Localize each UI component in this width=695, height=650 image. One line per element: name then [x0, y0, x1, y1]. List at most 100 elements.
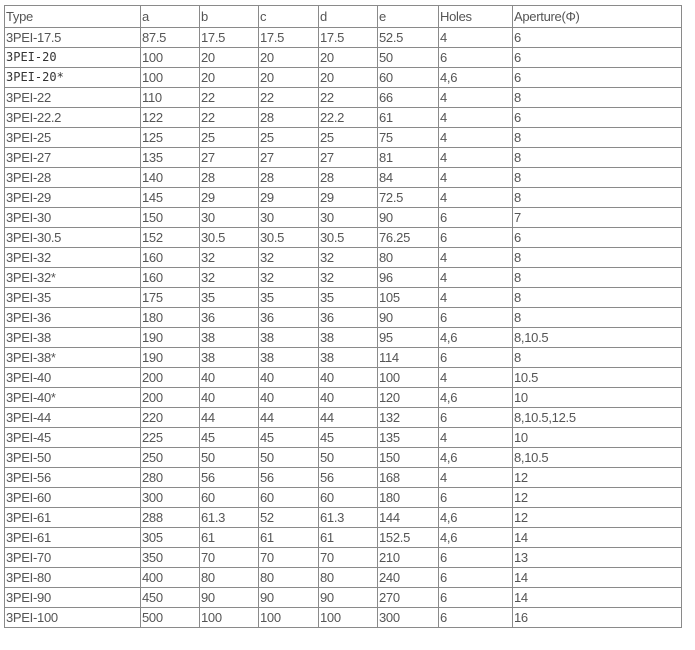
- cell-d: 27: [318, 147, 378, 168]
- cell-holes: 6: [438, 587, 513, 608]
- cell-b: 25: [199, 127, 259, 148]
- cell-a: 125: [140, 127, 200, 148]
- cell-a: 400: [140, 567, 200, 588]
- cell-aperture: 8: [512, 187, 682, 208]
- cell-d: 50: [318, 447, 378, 468]
- cell-e: 72.5: [377, 187, 439, 208]
- table-row: 3PEI-90 450 90 90 90 270 6 14: [4, 587, 682, 608]
- cell-b: 17.5: [199, 27, 259, 48]
- cell-b: 80: [199, 567, 259, 588]
- cell-type: 3PEI-40*: [4, 387, 141, 408]
- cell-b: 27: [199, 147, 259, 168]
- cell-c: 32: [258, 267, 319, 288]
- cell-b: 70: [199, 547, 259, 568]
- cell-holes: 6: [438, 347, 513, 368]
- cell-type: 3PEI-61: [4, 527, 141, 548]
- cell-a: 180: [140, 307, 200, 328]
- cell-d: 29: [318, 187, 378, 208]
- cell-d: 61: [318, 527, 378, 548]
- cell-d: 38: [318, 347, 378, 368]
- cell-type: 3PEI-27: [4, 147, 141, 168]
- cell-b: 30: [199, 207, 259, 228]
- cell-b: 20: [199, 47, 259, 68]
- table-row: 3PEI-38* 190 38 38 38 114 6 8: [4, 347, 682, 368]
- cell-c: 22: [258, 87, 319, 108]
- cell-a: 135: [140, 147, 200, 168]
- cell-holes: 4: [438, 167, 513, 188]
- cell-e: 90: [377, 207, 439, 228]
- cell-aperture: 13: [512, 547, 682, 568]
- cell-d: 45: [318, 427, 378, 448]
- cell-holes: 6: [438, 607, 513, 628]
- cell-holes: 4: [438, 367, 513, 388]
- cell-d: 40: [318, 387, 378, 408]
- cell-c: 20: [258, 47, 319, 68]
- cell-b: 60: [199, 487, 259, 508]
- cell-a: 152: [140, 227, 200, 248]
- cell-holes: 4: [438, 267, 513, 288]
- cell-c: 30.5: [258, 227, 319, 248]
- cell-d: 22: [318, 87, 378, 108]
- cell-holes: 6: [438, 227, 513, 248]
- cell-aperture: 14: [512, 527, 682, 548]
- cell-type: 3PEI-44: [4, 407, 141, 428]
- cell-aperture: 10.5: [512, 367, 682, 388]
- cell-e: 210: [377, 547, 439, 568]
- cell-b: 38: [199, 327, 259, 348]
- table-row: 3PEI-50 250 50 50 50 150 4,6 8,10.5: [4, 447, 682, 468]
- cell-aperture: 8: [512, 127, 682, 148]
- cell-d: 61.3: [318, 507, 378, 528]
- cell-b: 22: [199, 87, 259, 108]
- cell-c: 70: [258, 547, 319, 568]
- cell-holes: 6: [438, 47, 513, 68]
- cell-d: 20: [318, 67, 378, 88]
- header-a: a: [140, 5, 200, 28]
- cell-holes: 4: [438, 287, 513, 308]
- cell-a: 300: [140, 487, 200, 508]
- cell-a: 450: [140, 587, 200, 608]
- cell-e: 168: [377, 467, 439, 488]
- cell-c: 20: [258, 67, 319, 88]
- cell-a: 87.5: [140, 27, 200, 48]
- cell-type: 3PEI-40: [4, 367, 141, 388]
- table-row: 3PEI-17.5 87.5 17.5 17.5 17.5 52.5 4 6: [4, 27, 682, 48]
- cell-holes: 4: [438, 127, 513, 148]
- cell-a: 200: [140, 367, 200, 388]
- table-row: 3PEI-32* 160 32 32 32 96 4 8: [4, 267, 682, 288]
- table-row: 3PEI-44 220 44 44 44 132 6 8,10.5,12.5: [4, 407, 682, 428]
- cell-type: 3PEI-32: [4, 247, 141, 268]
- cell-type: 3PEI-30: [4, 207, 141, 228]
- cell-a: 280: [140, 467, 200, 488]
- table-row: 3PEI-32 160 32 32 32 80 4 8: [4, 247, 682, 268]
- cell-a: 250: [140, 447, 200, 468]
- cell-e: 61: [377, 107, 439, 128]
- cell-c: 90: [258, 587, 319, 608]
- header-type: Type: [4, 5, 141, 28]
- cell-e: 76.25: [377, 227, 439, 248]
- cell-aperture: 8: [512, 267, 682, 288]
- cell-aperture: 8,10.5,12.5: [512, 407, 682, 428]
- cell-a: 160: [140, 267, 200, 288]
- cell-c: 45: [258, 427, 319, 448]
- cell-d: 28: [318, 167, 378, 188]
- header-e: e: [377, 5, 439, 28]
- cell-aperture: 8: [512, 247, 682, 268]
- cell-a: 150: [140, 207, 200, 228]
- cell-holes: 4: [438, 147, 513, 168]
- cell-e: 84: [377, 167, 439, 188]
- cell-type: 3PEI-20*: [4, 67, 141, 88]
- cell-aperture: 12: [512, 467, 682, 488]
- cell-c: 61: [258, 527, 319, 548]
- cell-d: 56: [318, 467, 378, 488]
- cell-c: 17.5: [258, 27, 319, 48]
- cell-a: 122: [140, 107, 200, 128]
- cell-type: 3PEI-22.2: [4, 107, 141, 128]
- cell-type: 3PEI-90: [4, 587, 141, 608]
- table-row: 3PEI-100 500 100 100 100 300 6 16: [4, 607, 682, 628]
- cell-c: 40: [258, 367, 319, 388]
- table-row: 3PEI-40* 200 40 40 40 120 4,6 10: [4, 387, 682, 408]
- cell-c: 27: [258, 147, 319, 168]
- table-row: 3PEI-30.5 152 30.5 30.5 30.5 76.25 6 6: [4, 227, 682, 248]
- header-row: Type a b c d e Holes Aperture(Φ): [4, 5, 682, 28]
- table-row: 3PEI-22 110 22 22 22 66 4 8: [4, 87, 682, 108]
